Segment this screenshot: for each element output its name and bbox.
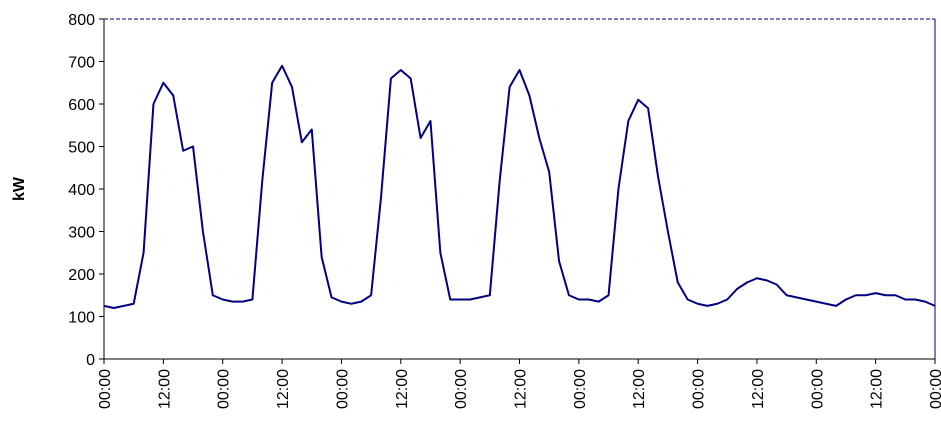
- y-tick-label: 100: [68, 310, 95, 327]
- x-tick-label: 12:00: [156, 369, 173, 409]
- x-tick-label: 00:00: [572, 369, 589, 409]
- series-line: [103, 64, 936, 309]
- x-tick-label: 12:00: [394, 369, 411, 409]
- x-tick-label: 00:00: [334, 369, 351, 409]
- y-axis-label: kW: [11, 176, 28, 201]
- y-tick-label: 600: [68, 97, 95, 114]
- x-tick-label: 00:00: [928, 369, 941, 409]
- x-tick-label: 12:00: [750, 369, 767, 409]
- y-tick-label: 700: [68, 55, 95, 72]
- x-tick-label: 00:00: [691, 369, 708, 409]
- x-tick-label: 00:00: [97, 369, 114, 409]
- y-tick-label: 400: [68, 182, 95, 199]
- x-tick-label: 00:00: [216, 369, 233, 409]
- x-tick-label: 00:00: [809, 369, 826, 409]
- x-tick-label: 12:00: [513, 369, 530, 409]
- x-tick-label: 12:00: [869, 369, 886, 409]
- y-tick-label: 500: [68, 140, 95, 157]
- x-tick-label: 12:00: [631, 369, 648, 409]
- y-tick-label: 300: [68, 225, 95, 242]
- x-tick-label: 00:00: [453, 369, 470, 409]
- y-tick-label: 200: [68, 267, 95, 284]
- y-tick-label: 800: [68, 12, 95, 29]
- y-tick-label: 0: [86, 352, 95, 369]
- x-tick-label: 12:00: [275, 369, 292, 409]
